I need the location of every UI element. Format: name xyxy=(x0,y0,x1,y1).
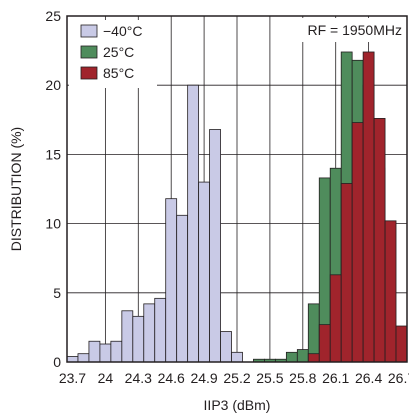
histogram-bar-series-2 xyxy=(318,324,331,363)
x-tick-label: 24.6 xyxy=(158,370,185,386)
legend-swatch xyxy=(80,66,98,80)
histogram-bar-series-0 xyxy=(110,340,123,363)
histogram-bar-series-0 xyxy=(99,343,112,363)
y-axis-title: DISTRIBUTION (%) xyxy=(8,127,24,251)
legend-label: 85°C xyxy=(103,65,134,81)
rf-frequency-label: RF = 1950MHz xyxy=(307,22,402,38)
x-tick-label: 25.8 xyxy=(289,370,316,386)
y-tick-label: 10 xyxy=(45,216,61,232)
histogram-bar-series-2 xyxy=(351,122,364,363)
x-tick-label: 24.9 xyxy=(190,370,217,386)
histogram-bar-series-2 xyxy=(373,118,386,363)
x-tick-label: 26.7 xyxy=(388,370,409,386)
legend-swatch xyxy=(80,45,98,59)
histogram-bar-series-2 xyxy=(384,220,397,363)
x-tick-label: 23.7 xyxy=(59,370,86,386)
histogram-bar-series-2 xyxy=(395,325,408,363)
y-tick-label: 20 xyxy=(45,77,61,93)
histogram-bar-series-0 xyxy=(220,331,232,363)
histogram-bar-series-2 xyxy=(307,353,320,363)
x-axis-title: IIP3 (dBm) xyxy=(204,397,271,413)
x-tick-label: 25.2 xyxy=(223,370,250,386)
histogram-bar-series-0 xyxy=(88,340,101,363)
axis-ticks: 23.7 24 24.3 24.6 24.9 25.2 25.5 25.8 26.1 26.4 26… xyxy=(45,8,409,386)
histogram-bar-series-0 xyxy=(198,181,210,363)
histogram-bar-series-0 xyxy=(121,310,134,363)
histogram-bar-series-2 xyxy=(329,274,342,363)
histogram-bar-series-0 xyxy=(77,353,90,363)
y-tick-label: 15 xyxy=(45,146,61,162)
histogram-bar-series-0 xyxy=(165,198,178,363)
plot-frame xyxy=(66,15,408,363)
histogram-bar-series-2 xyxy=(340,183,353,363)
legend-label: −40°C xyxy=(103,23,142,39)
histogram-bar-series-0 xyxy=(154,297,167,363)
histogram-bar-series-1 xyxy=(285,351,298,363)
histogram-bar-series-0 xyxy=(231,351,243,363)
y-tick-label: 25 xyxy=(45,8,61,24)
x-tick-label: 24.3 xyxy=(125,370,152,386)
x-tick-label: 25.5 xyxy=(256,370,283,386)
legend-swatch xyxy=(80,24,98,38)
histogram-bar-series-0 xyxy=(143,303,156,363)
histogram-bar-series-0 xyxy=(176,214,189,363)
histogram-bar-series-1 xyxy=(296,349,309,363)
histogram-bar-series-0 xyxy=(209,129,221,363)
legend-label: 25°C xyxy=(103,44,134,60)
x-tick-label: 26.4 xyxy=(355,370,382,386)
histogram-bar-series-2 xyxy=(362,51,375,363)
histogram-bar-series-0 xyxy=(66,356,79,363)
x-tick-label: 26.1 xyxy=(322,370,349,386)
histogram-bar-series-0 xyxy=(132,315,145,363)
y-tick-label: 0 xyxy=(53,354,61,370)
legend: −40°C 25°C 85°C xyxy=(69,20,157,88)
histogram-bar-series-0 xyxy=(187,84,200,363)
y-tick-label: 5 xyxy=(53,285,61,301)
frequency-annotation: RF = 1950MHz xyxy=(290,18,405,42)
histogram-bar-series-1 xyxy=(307,303,320,363)
x-tick-label: 24 xyxy=(98,370,114,386)
